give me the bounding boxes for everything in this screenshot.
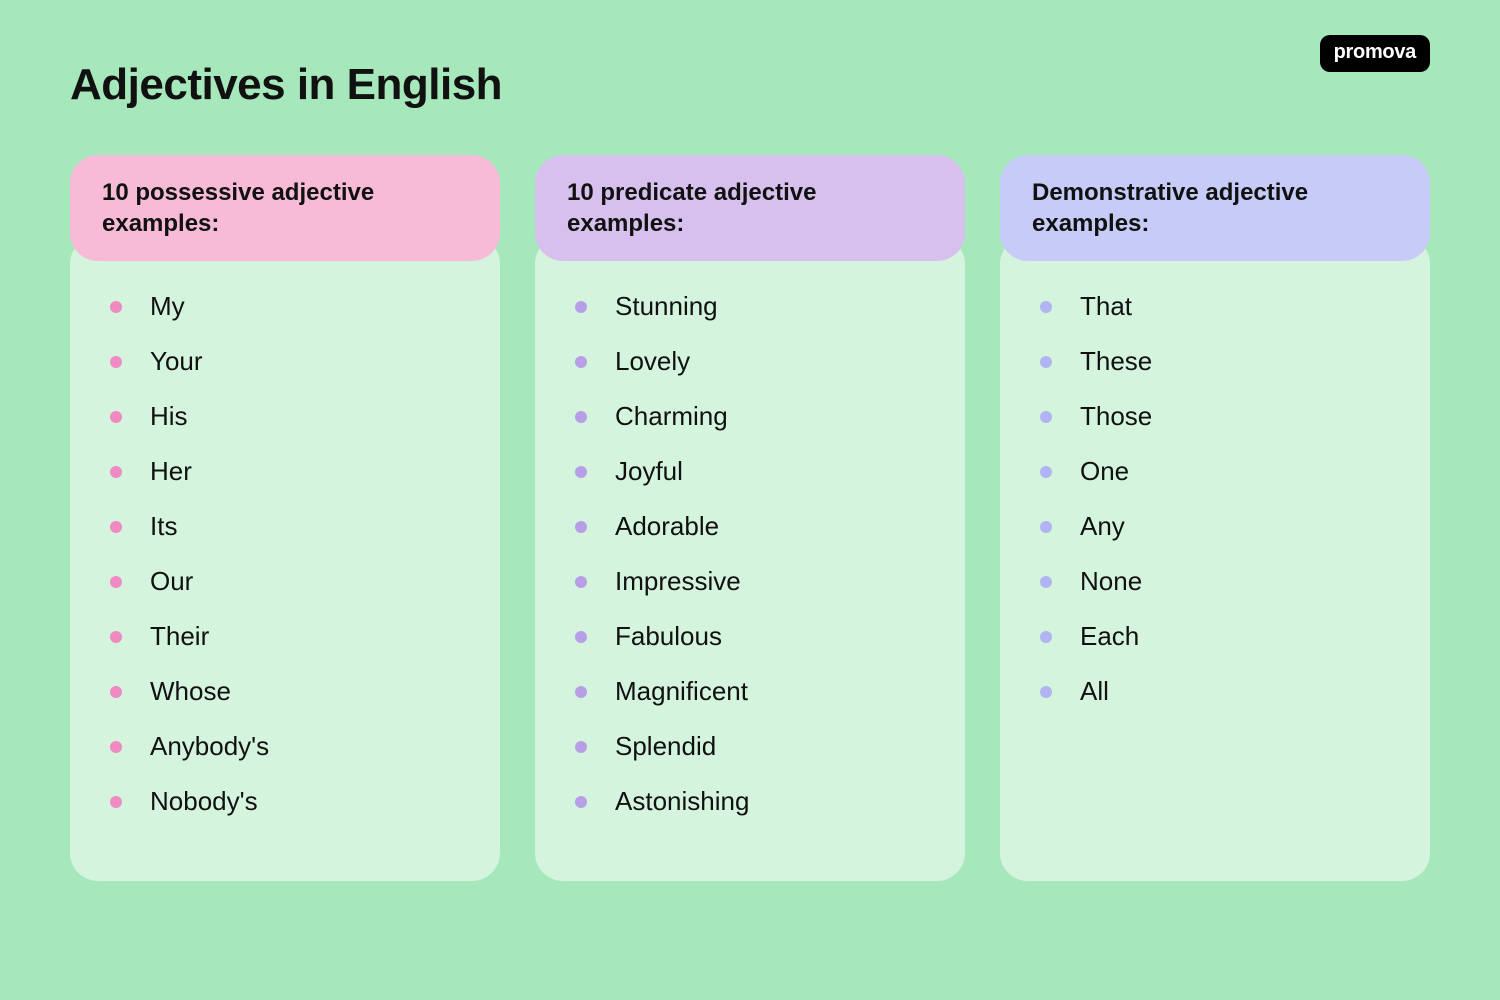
item-label: Her: [150, 456, 192, 487]
bullet-icon: [575, 741, 587, 753]
list-item: Any: [1040, 511, 1390, 542]
column-predicate: 10 predicate adjective examples: Stunnin…: [535, 155, 965, 881]
bullet-icon: [1040, 301, 1052, 313]
item-label: Adorable: [615, 511, 719, 542]
column-header: Demonstrative adjective examples:: [1000, 155, 1430, 261]
column-header: 10 possessive adjective examples:: [70, 155, 500, 261]
item-label: Whose: [150, 676, 231, 707]
column-demonstrative: Demonstrative adjective examples: That T…: [1000, 155, 1430, 881]
item-label: Joyful: [615, 456, 683, 487]
bullet-icon: [110, 631, 122, 643]
list-item: Her: [110, 456, 460, 487]
list-item: These: [1040, 346, 1390, 377]
list-item: Stunning: [575, 291, 925, 322]
bullet-icon: [1040, 686, 1052, 698]
list-item: None: [1040, 566, 1390, 597]
item-label: Stunning: [615, 291, 718, 322]
list-item: Magnificent: [575, 676, 925, 707]
list-item: Whose: [110, 676, 460, 707]
bullet-icon: [1040, 521, 1052, 533]
item-label: Our: [150, 566, 193, 597]
bullet-icon: [575, 301, 587, 313]
bullet-icon: [575, 686, 587, 698]
item-label: Any: [1080, 511, 1125, 542]
item-label: One: [1080, 456, 1129, 487]
list-item: One: [1040, 456, 1390, 487]
bullet-icon: [1040, 466, 1052, 478]
column-header: 10 predicate adjective examples:: [535, 155, 965, 261]
list-item: Its: [110, 511, 460, 542]
item-label: Nobody's: [150, 786, 258, 817]
list-item: Anybody's: [110, 731, 460, 762]
item-label: These: [1080, 346, 1152, 377]
column-body: Stunning Lovely Charming Joyful Adorable…: [535, 236, 965, 881]
bullet-icon: [1040, 411, 1052, 423]
bullet-icon: [110, 521, 122, 533]
item-label: Those: [1080, 401, 1152, 432]
item-label: Its: [150, 511, 177, 542]
bullet-icon: [1040, 356, 1052, 368]
bullet-icon: [575, 411, 587, 423]
brand-logo: promova: [1320, 35, 1430, 72]
list-item: His: [110, 401, 460, 432]
list-item: Charming: [575, 401, 925, 432]
bullet-icon: [575, 521, 587, 533]
item-label: Lovely: [615, 346, 690, 377]
list-item: My: [110, 291, 460, 322]
item-label: Splendid: [615, 731, 716, 762]
bullet-icon: [575, 631, 587, 643]
item-label: His: [150, 401, 188, 432]
bullet-icon: [110, 411, 122, 423]
item-label: My: [150, 291, 185, 322]
bullet-icon: [110, 576, 122, 588]
bullet-icon: [110, 741, 122, 753]
item-label: Your: [150, 346, 203, 377]
list-item: Fabulous: [575, 621, 925, 652]
list-item: Each: [1040, 621, 1390, 652]
item-label: Fabulous: [615, 621, 722, 652]
bullet-icon: [575, 466, 587, 478]
bullet-icon: [575, 356, 587, 368]
bullet-icon: [110, 466, 122, 478]
page-title: Adjectives in English: [70, 60, 1430, 110]
item-label: Charming: [615, 401, 728, 432]
item-label: Each: [1080, 621, 1139, 652]
bullet-icon: [110, 796, 122, 808]
list-item: Splendid: [575, 731, 925, 762]
item-label: That: [1080, 291, 1132, 322]
list-item: Their: [110, 621, 460, 652]
list-item: Adorable: [575, 511, 925, 542]
item-label: Anybody's: [150, 731, 269, 762]
column-possessive: 10 possessive adjective examples: My You…: [70, 155, 500, 881]
item-label: None: [1080, 566, 1142, 597]
list-item: That: [1040, 291, 1390, 322]
item-label: Impressive: [615, 566, 741, 597]
list-item: Those: [1040, 401, 1390, 432]
bullet-icon: [110, 301, 122, 313]
list-item: Your: [110, 346, 460, 377]
bullet-icon: [575, 796, 587, 808]
column-body: My Your His Her Its Our Their Whose Anyb…: [70, 236, 500, 881]
bullet-icon: [110, 356, 122, 368]
item-label: All: [1080, 676, 1109, 707]
columns-container: 10 possessive adjective examples: My You…: [70, 155, 1430, 881]
item-label: Their: [150, 621, 209, 652]
bullet-icon: [1040, 576, 1052, 588]
item-label: Astonishing: [615, 786, 749, 817]
column-body: That These Those One Any None Each All: [1000, 236, 1430, 881]
list-item: Nobody's: [110, 786, 460, 817]
list-item: All: [1040, 676, 1390, 707]
list-item: Joyful: [575, 456, 925, 487]
list-item: Impressive: [575, 566, 925, 597]
list-item: Our: [110, 566, 460, 597]
list-item: Astonishing: [575, 786, 925, 817]
bullet-icon: [1040, 631, 1052, 643]
item-label: Magnificent: [615, 676, 748, 707]
bullet-icon: [110, 686, 122, 698]
list-item: Lovely: [575, 346, 925, 377]
bullet-icon: [575, 576, 587, 588]
